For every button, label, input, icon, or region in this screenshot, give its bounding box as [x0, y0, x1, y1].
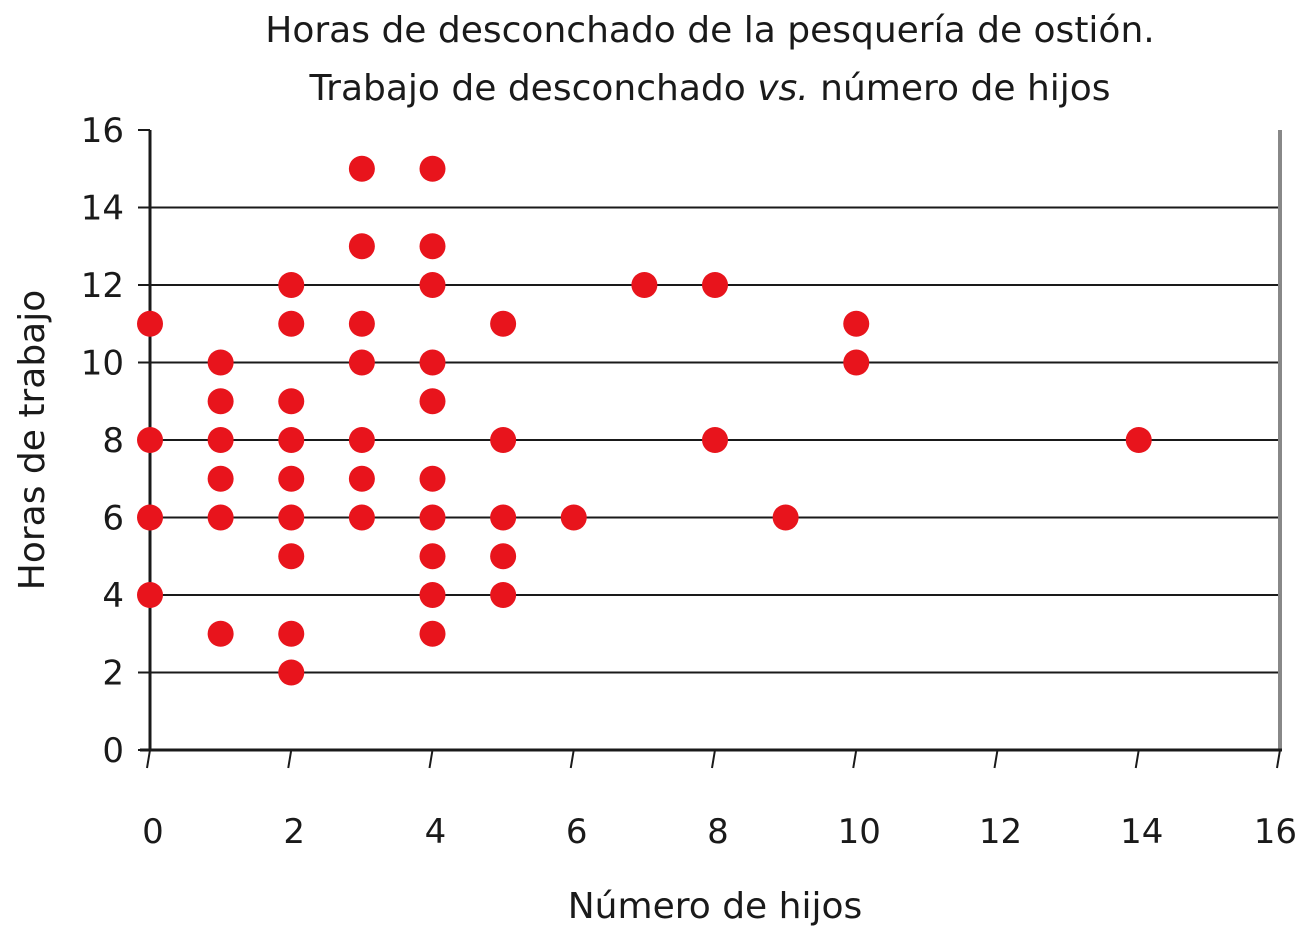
data-point	[490, 427, 517, 453]
data-point	[207, 388, 234, 415]
x-tick-label: 8	[707, 812, 729, 852]
y-axis-label: Horas de trabajo	[12, 290, 53, 591]
data-point	[348, 233, 375, 260]
data-point	[207, 620, 234, 647]
x-tick-mark	[993, 749, 999, 769]
data-point	[631, 272, 658, 298]
data-point	[490, 504, 517, 531]
data-point	[490, 310, 517, 337]
x-ticks: 0 2 4 6 8 10 12 14 16	[142, 749, 1297, 852]
y-tick-label: 12	[81, 266, 124, 306]
x-tick-label: 6	[566, 812, 588, 852]
y-tick-label: 8	[102, 421, 124, 461]
x-tick-mark	[287, 749, 293, 769]
data-point	[419, 233, 446, 260]
x-tick-label: 14	[1120, 812, 1163, 852]
y-tick-label: 10	[81, 344, 124, 384]
data-point	[348, 504, 375, 531]
data-point	[278, 388, 305, 415]
x-tick-mark	[569, 749, 575, 769]
x-axis-label: Número de hijos	[568, 886, 863, 927]
y-tick-label: 14	[81, 189, 124, 229]
subtitle-suffix: número de hijos	[808, 68, 1111, 109]
data-point	[207, 504, 234, 531]
x-tick-label: 12	[979, 812, 1022, 852]
data-point	[419, 543, 446, 570]
data-point	[278, 659, 305, 686]
x-tick-mark	[1134, 749, 1140, 769]
x-tick-mark	[852, 749, 858, 769]
x-tick-label: 4	[425, 812, 447, 852]
data-point	[490, 543, 517, 570]
data-point	[278, 310, 305, 337]
data-point	[419, 388, 446, 415]
data-point	[772, 504, 799, 531]
data-point	[278, 620, 305, 647]
data-point	[278, 272, 305, 298]
subtitle-italic: vs.	[757, 68, 809, 109]
y-ticks: 0 2 4 6 8 10 12 14 16	[81, 111, 150, 771]
data-point	[843, 349, 870, 376]
x-tick-label: 2	[283, 812, 305, 852]
data-point	[419, 620, 446, 647]
data-point	[278, 543, 305, 570]
data-point	[207, 349, 234, 376]
chart-title: Horas de desconchado de la pesquería de …	[265, 10, 1155, 51]
data-point	[348, 349, 375, 376]
data-point	[419, 272, 446, 298]
y-tick-label: 6	[102, 499, 124, 539]
x-tick-label: 16	[1254, 812, 1297, 852]
data-point	[702, 427, 728, 453]
data-point	[278, 504, 305, 531]
data-point	[843, 310, 870, 337]
data-point	[207, 427, 234, 453]
data-point	[137, 427, 163, 453]
data-point	[1125, 427, 1152, 453]
data-point	[419, 155, 446, 182]
data-point	[348, 310, 375, 337]
data-point	[419, 582, 446, 608]
data-point	[702, 272, 728, 298]
data-point	[348, 465, 375, 492]
data-point	[137, 504, 163, 531]
chart-subtitle: Trabajo de desconchado vs. número de hij…	[0, 68, 1305, 109]
data-point	[348, 427, 375, 453]
data-point	[207, 465, 234, 492]
data-point	[278, 427, 305, 453]
x-tick-mark	[428, 749, 434, 769]
data-point	[137, 582, 163, 608]
y-tick-label: 4	[102, 576, 124, 616]
data-points	[137, 155, 1152, 686]
x-tick-mark	[146, 749, 151, 769]
x-tick-mark	[711, 749, 716, 769]
y-tick-label: 2	[102, 654, 124, 694]
x-tick-mark	[1276, 749, 1281, 769]
y-tick-label: 16	[81, 111, 124, 151]
data-point	[278, 465, 305, 492]
data-point	[560, 504, 587, 531]
data-point	[419, 504, 446, 531]
data-point	[490, 582, 517, 608]
data-point	[419, 349, 446, 376]
data-point	[419, 465, 446, 492]
y-tick-label: 0	[102, 731, 124, 771]
subtitle-prefix: Trabajo de desconchado	[309, 68, 758, 109]
data-point	[137, 310, 163, 337]
x-tick-label: 0	[142, 812, 164, 852]
data-point	[348, 155, 375, 182]
x-tick-label: 10	[838, 812, 881, 852]
